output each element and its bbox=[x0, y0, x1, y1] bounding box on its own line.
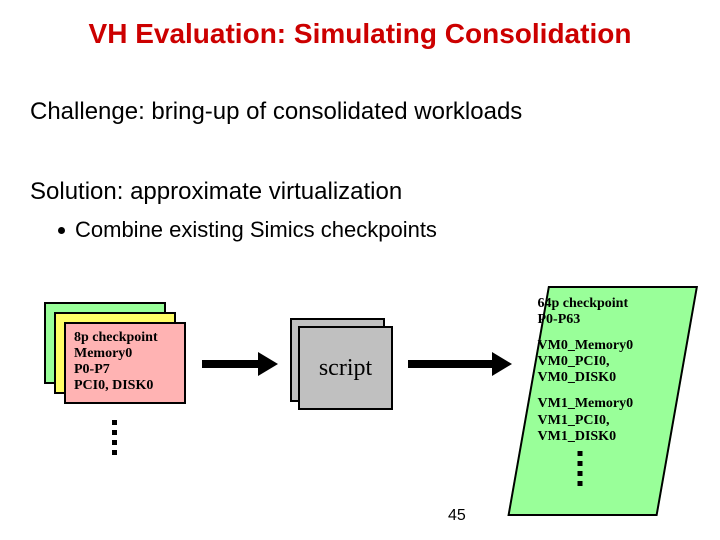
slide-title: VH Evaluation: Simulating Consolidation bbox=[0, 18, 720, 50]
page-number: 45 bbox=[448, 507, 466, 525]
result-group-2: VM0_Memory0VM0_PCI0,VM0_DISK0 bbox=[538, 338, 664, 386]
vdots-left bbox=[112, 420, 117, 455]
challenge-text: Challenge: bring-up of consolidated work… bbox=[30, 98, 522, 126]
script-box-front: script bbox=[298, 326, 393, 410]
result-group-3: VM1_Memory0VM1_PCI0,VM1_DISK0 bbox=[538, 396, 664, 444]
arrow-shaft bbox=[408, 360, 492, 368]
slide: VH Evaluation: Simulating Consolidation … bbox=[0, 0, 720, 540]
bullet-dot-icon bbox=[58, 227, 65, 234]
result-box: 64p checkpointP0-P63 VM0_Memory0VM0_PCI0… bbox=[507, 286, 698, 516]
arrow-shaft bbox=[202, 360, 258, 368]
bullet-combine: Combine existing Simics checkpoints bbox=[58, 217, 437, 243]
checkpoint-card-front: 8p checkpointMemory0P0-P7PCI0, DISK0 bbox=[64, 322, 186, 404]
solution-text: Solution: approximate virtualization bbox=[30, 178, 402, 206]
arrow-head-icon bbox=[492, 352, 512, 376]
result-box-inner: 64p checkpointP0-P63 VM0_Memory0VM0_PCI0… bbox=[532, 288, 678, 494]
script-label: script bbox=[319, 355, 372, 382]
bullet-text: Combine existing Simics checkpoints bbox=[75, 217, 437, 243]
arrow-head-icon bbox=[258, 352, 278, 376]
result-group-1: 64p checkpointP0-P63 bbox=[538, 296, 664, 328]
vdots-right bbox=[578, 451, 664, 486]
